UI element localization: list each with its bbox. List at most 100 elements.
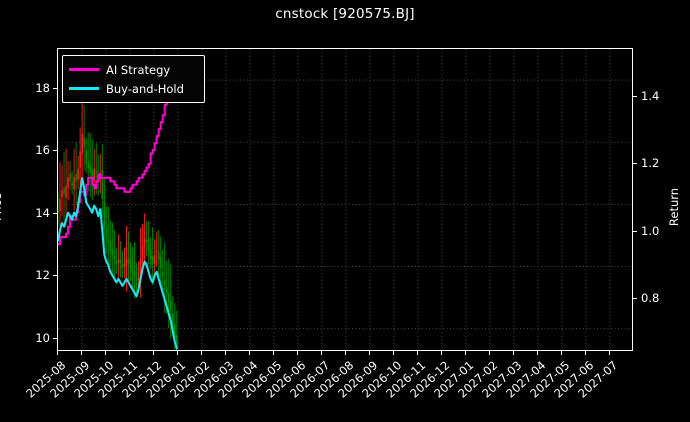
x-axis-tickmark — [441, 351, 442, 355]
candlestick-body — [95, 171, 98, 173]
candlestick-body — [167, 293, 170, 303]
candlestick-body — [161, 271, 164, 277]
x-axis-tickmark — [225, 351, 226, 355]
candlestick-body — [139, 259, 142, 274]
candlestick-body — [127, 258, 130, 264]
candlestick-body — [89, 165, 92, 173]
x-axis-tickmark — [585, 351, 586, 355]
y-axis-right-label: Return — [667, 187, 682, 227]
candlestick-body — [61, 190, 63, 198]
candlestick-body — [69, 173, 71, 182]
candlestick-body — [115, 261, 118, 264]
x-axis-tickmark — [417, 351, 418, 355]
series-line — [58, 176, 178, 350]
legend[interactable]: AI Strategy Buy-and-Hold — [62, 55, 205, 103]
candlestick-body — [121, 264, 124, 268]
candlestick-body — [151, 256, 154, 264]
candlestick-body — [163, 279, 166, 286]
candlestick-body — [79, 151, 81, 168]
y-axis-left-tick-18: 18 — [35, 81, 50, 95]
candlestick-body — [165, 286, 168, 294]
y-axis-right-tick-1-4: 1.4 — [641, 89, 660, 103]
candlestick-body — [137, 272, 140, 281]
legend-item-buy-and-hold[interactable]: Buy-and-Hold — [69, 79, 198, 98]
candlestick-body — [117, 259, 120, 263]
y-axis-left-tick-12: 12 — [35, 268, 50, 282]
candlestick-body — [141, 246, 144, 258]
candlestick-body — [113, 255, 116, 260]
candlestick-body — [176, 334, 178, 346]
candlestick-body — [59, 198, 61, 212]
y-axis-left-tickmark — [53, 275, 57, 276]
candlestick-body — [131, 268, 134, 273]
candlestick-body — [73, 177, 75, 190]
candlestick-body — [109, 241, 112, 251]
candlestick-body — [129, 260, 132, 268]
candlestick-body — [93, 168, 96, 181]
candlestick-body — [155, 250, 158, 253]
candlestick-body — [173, 324, 176, 338]
x-axis-tickmark — [321, 351, 322, 355]
x-axis-tickmark — [369, 351, 370, 355]
x-axis-tickmark — [153, 351, 154, 355]
candlestick-body — [149, 249, 152, 260]
y-axis-right-tick-1-2: 1.2 — [641, 156, 660, 170]
x-axis-tickmark — [201, 351, 202, 355]
x-axis-tickmark — [273, 351, 274, 355]
candlestick-body — [107, 239, 110, 243]
x-axis-tickmark — [57, 351, 58, 355]
x-axis-tickmark — [297, 351, 298, 355]
candlestick-body — [119, 259, 122, 264]
candlestick-body — [123, 263, 126, 266]
candlestick-body — [143, 237, 146, 248]
y-axis-left-tickmark — [53, 150, 57, 151]
y-axis-left-tick-16: 16 — [35, 143, 50, 157]
candlestick-body — [65, 185, 67, 198]
y-axis-left-tickmark — [53, 213, 57, 214]
y-axis-left-tick-14: 14 — [35, 206, 50, 220]
legend-item-ai-strategy[interactable]: AI Strategy — [69, 60, 198, 79]
candlestick-body — [58, 211, 59, 213]
x-axis-tickmark — [105, 351, 106, 355]
data-series-layer — [58, 54, 178, 350]
x-axis-tickmark — [537, 351, 538, 355]
candlestick-body — [83, 137, 85, 148]
candlestick-body — [103, 201, 106, 230]
x-axis-tickmark — [393, 351, 394, 355]
candlestick-body — [85, 149, 87, 165]
candlestick-body — [145, 239, 148, 243]
y-axis-right-tickmark — [633, 231, 637, 232]
candlestick-body — [105, 228, 108, 238]
x-axis-tickmark — [129, 351, 130, 355]
candlestick-body — [75, 173, 77, 182]
candlestick-body — [133, 271, 136, 277]
candlestick-body — [169, 300, 172, 312]
candlestick-body — [135, 278, 138, 281]
candlestick-body — [125, 259, 128, 267]
candlestick-body — [147, 239, 150, 251]
candlestick-body — [71, 182, 73, 186]
y-axis-right-tickmark — [633, 96, 637, 97]
x-axis-tickmark — [561, 351, 562, 355]
candlestick-body — [101, 170, 104, 199]
candlestick-body — [67, 177, 69, 189]
page-title: cnstock [920575.BJ] — [275, 6, 415, 22]
x-axis-tickmark — [177, 351, 178, 355]
x-axis-tickmark — [513, 351, 514, 355]
candlestick-body — [171, 313, 174, 325]
grid-lines — [58, 49, 632, 350]
y-axis-right-tick-1-0: 1.0 — [641, 224, 660, 238]
y-axis-right-tickmark — [633, 163, 637, 164]
candlestick-body — [111, 248, 114, 256]
candlestick-body — [81, 134, 83, 154]
candlestick-body — [63, 187, 65, 195]
y-axis-right-tick-0-8: 0.8 — [641, 291, 660, 305]
candlestick-body — [153, 255, 156, 265]
candlestick-body — [91, 170, 94, 178]
y-axis-left-tickmark — [53, 88, 57, 89]
candlestick-body — [159, 257, 162, 268]
x-axis-tickmark — [489, 351, 490, 355]
x-axis-tickmark — [249, 351, 250, 355]
legend-label-buy-and-hold: Buy-and-Hold — [106, 81, 184, 96]
